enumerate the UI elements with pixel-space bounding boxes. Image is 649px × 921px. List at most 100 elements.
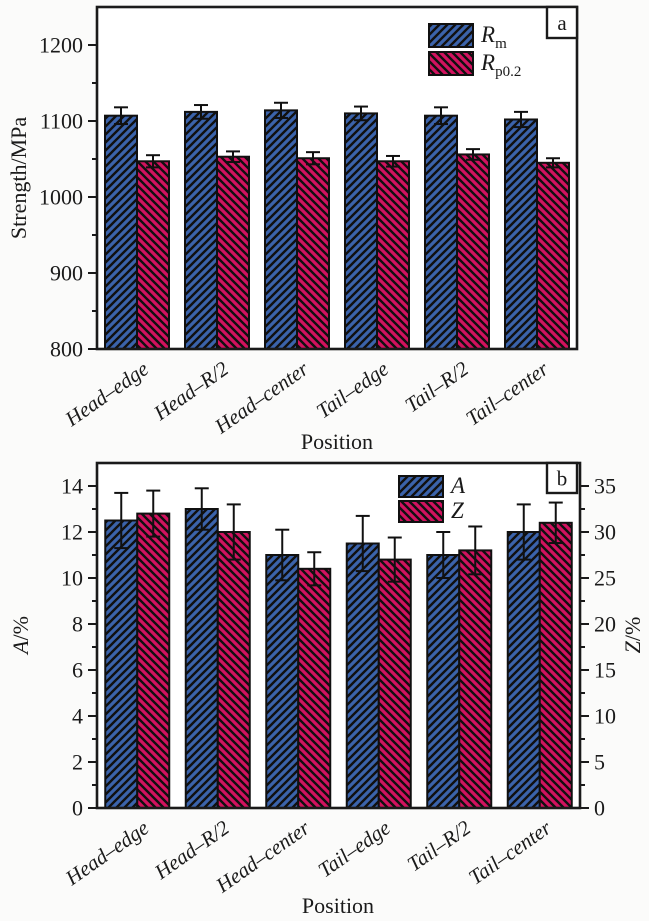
axis-title: Position [302, 893, 374, 918]
bar-Z-3 [377, 558, 412, 809]
y2-tick-label: 10 [594, 704, 616, 729]
y-tick-label: 6 [72, 658, 83, 683]
bar-Rp0.2-0 [136, 160, 170, 350]
y-tick-label: 1100 [40, 109, 83, 134]
x-tick-label: Tail–edge [312, 356, 393, 423]
bar-Rp0.2-5 [536, 161, 570, 350]
y-tick-label: 8 [72, 612, 83, 637]
error-bar-Rp0.2-4 [466, 148, 480, 161]
bar-Rp0.2-2 [296, 157, 330, 350]
axis-title: A/% [8, 616, 33, 656]
x-tick-label: Tail–R/2 [400, 356, 473, 417]
error-bar-A-0 [114, 491, 129, 550]
legend-swatch-Rm [428, 23, 474, 48]
y2-tick-label: 25 [594, 566, 616, 591]
y-tick-label: 800 [50, 337, 83, 362]
y-tick-label: 2 [72, 750, 83, 775]
error-bar-A-3 [355, 514, 370, 573]
panel-letter: b [557, 467, 568, 491]
plot-frame [95, 5, 579, 351]
x-tick-label: Tail–center [461, 356, 553, 431]
error-bar-Rm-1 [194, 104, 208, 120]
error-bar-Rp0.2-1 [226, 150, 240, 164]
error-bar-Rp0.2-0 [146, 154, 160, 169]
bar-Rp0.2-1 [216, 155, 250, 350]
y2-tick-label: 20 [594, 612, 616, 637]
bar-Z-0 [136, 512, 171, 809]
x-tick-label: Head–edge [60, 356, 153, 431]
bar-Rp0.2-3 [376, 160, 410, 350]
error-bar-Rm-2 [274, 101, 288, 119]
panel-letter-box [545, 5, 579, 40]
y-tick-label: 1000 [39, 185, 83, 210]
error-bar-Z-3 [387, 536, 402, 583]
error-bar-Z-1 [226, 503, 241, 561]
y-tick-label: 14 [61, 474, 83, 499]
bar-A-3 [345, 542, 380, 809]
error-bar-Rp0.2-3 [386, 154, 400, 168]
x-tick-label: Tail–edge [314, 815, 395, 882]
plot-area [97, 7, 577, 349]
error-bar-Rm-5 [514, 110, 528, 129]
legend-swatch-Rp0.2 [428, 51, 474, 76]
bar-A-4 [426, 554, 461, 809]
bar-Z-1 [216, 531, 251, 809]
bar-A-1 [184, 508, 219, 809]
bar-A-2 [265, 554, 300, 809]
panel-letter-box [545, 461, 579, 495]
bar-Z-5 [538, 521, 573, 810]
error-bar-A-5 [516, 503, 531, 561]
panel-b-ductility-chart: 0246810121405101520253035Head–edgeHead–R… [8, 461, 645, 918]
panel-a-strength-chart: 800900100011001200Head–edgeHead–R/2Head–… [6, 5, 579, 454]
bar-Rm-1 [184, 110, 218, 350]
x-tick-label: Tail–center [464, 815, 556, 890]
axis-title: Z/% [620, 617, 645, 654]
bar-A-0 [104, 519, 139, 809]
axis-title: Strength/MPa [6, 117, 31, 239]
bar-Z-4 [458, 549, 493, 810]
bar-Rm-4 [424, 114, 458, 351]
bar-Rp0.2-4 [456, 153, 490, 350]
legend-label-Rm: Rm [480, 22, 507, 52]
error-bar-Z-4 [468, 525, 483, 576]
bar-Rm-3 [344, 112, 378, 351]
plot-area [97, 463, 580, 808]
legend-label-Rp0.2: Rp0.2 [480, 50, 521, 80]
bar-Z-2 [297, 567, 332, 809]
panel-letter: a [557, 11, 567, 35]
y2-tick-label: 0 [594, 796, 605, 821]
error-bar-Rp0.2-5 [546, 157, 560, 169]
error-bar-Z-0 [146, 489, 161, 538]
y-tick-label: 4 [72, 704, 83, 729]
error-bar-A-2 [275, 528, 290, 582]
y2-tick-label: 15 [594, 658, 616, 683]
y-tick-label: 900 [50, 261, 83, 286]
legend-swatch-A [398, 475, 444, 498]
x-tick-label: Head–edge [60, 815, 153, 890]
y-tick-label: 10 [61, 566, 83, 591]
legend-label-A: A [449, 473, 466, 498]
legend-label-Z: Z [451, 498, 464, 523]
y2-tick-label: 35 [594, 474, 616, 499]
bar-A-5 [506, 531, 541, 809]
axis-title: Position [301, 429, 373, 454]
bar-Rm-5 [504, 118, 538, 351]
y-tick-label: 1200 [39, 33, 83, 58]
error-bar-Rp0.2-2 [306, 151, 320, 166]
legend-swatch-Z [398, 500, 444, 523]
error-bar-Rm-4 [434, 106, 448, 126]
bar-Rm-2 [264, 109, 298, 350]
y2-tick-label: 5 [594, 750, 605, 775]
plot-frame [95, 461, 582, 810]
error-bar-A-1 [194, 487, 209, 531]
error-bar-Z-2 [307, 551, 322, 587]
y-tick-label: 12 [61, 520, 83, 545]
y-tick-label: 0 [72, 796, 83, 821]
bar-Rm-0 [104, 114, 138, 351]
error-bar-Rm-3 [354, 105, 368, 122]
y2-tick-label: 30 [594, 520, 616, 545]
x-tick-label: Tail–R/2 [403, 815, 476, 876]
error-bar-Z-5 [548, 501, 563, 545]
error-bar-Rm-0 [114, 106, 128, 126]
